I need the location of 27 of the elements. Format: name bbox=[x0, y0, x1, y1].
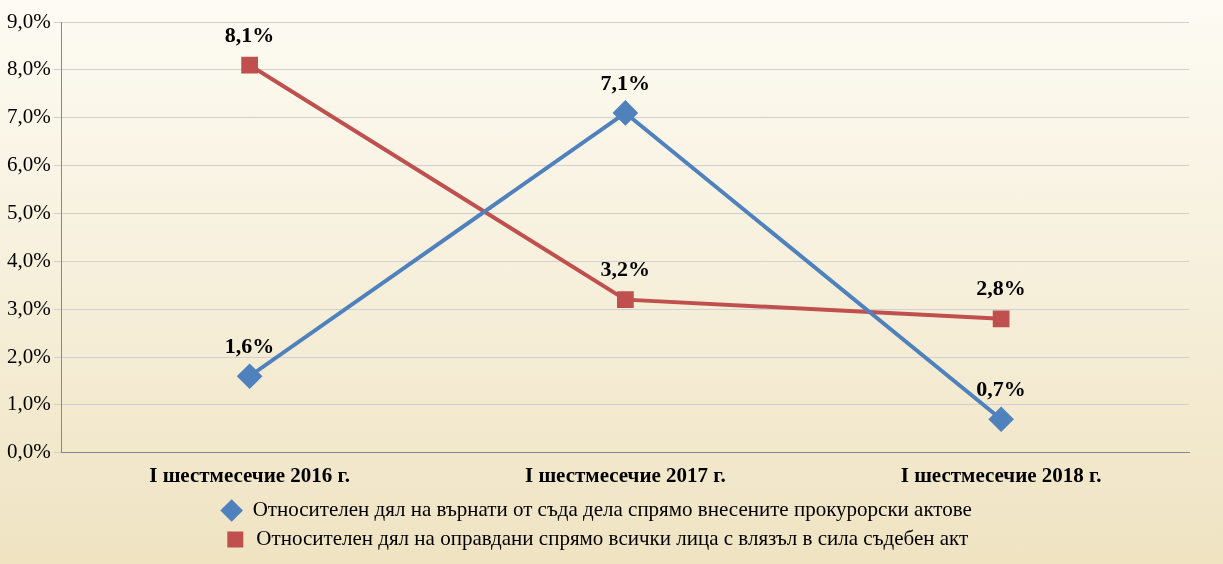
x-tick-label: I шестмесечие 2016 г. bbox=[149, 462, 351, 487]
data-label: 8,1% bbox=[224, 21, 275, 47]
point bbox=[992, 310, 1010, 328]
point bbox=[989, 407, 1014, 432]
data-label: 7,1% bbox=[600, 69, 651, 95]
legend-label: Относителен дял на оправдани спрямо всички лица с влязъл в сила съдебен акт bbox=[256, 526, 969, 551]
y-tick-label: 2,0% bbox=[6, 343, 51, 368]
data-label: 3,2% bbox=[600, 256, 651, 282]
y-tick-label: 3,0% bbox=[6, 295, 51, 320]
data-label: 0,7% bbox=[976, 375, 1026, 401]
legend-label: Относителен дял на върнати от съда дела спрямо внесените прокурорски актове bbox=[252, 497, 972, 522]
y-tick-label: 9,0% bbox=[6, 8, 51, 33]
y-tick-label: 6,0% bbox=[6, 152, 51, 177]
x-tick-label: I шестмесечие 2018 г. bbox=[900, 462, 1102, 487]
y-tick-label: 0,0% bbox=[6, 439, 51, 464]
point bbox=[617, 291, 634, 308]
point bbox=[613, 100, 638, 125]
data-label: 1,6% bbox=[224, 332, 275, 358]
y-tick-label: 7,0% bbox=[6, 104, 51, 129]
x-tick-label: I шестмесечие 2017 г. bbox=[524, 462, 726, 487]
data-label: 2,8% bbox=[976, 275, 1026, 301]
y-tick-label: 5,0% bbox=[6, 199, 51, 224]
point bbox=[237, 364, 262, 389]
y-tick-label: 4,0% bbox=[6, 247, 51, 272]
y-tick-label: 1,0% bbox=[6, 391, 51, 416]
y-tick-label: 8,0% bbox=[6, 56, 51, 81]
point bbox=[241, 56, 258, 74]
